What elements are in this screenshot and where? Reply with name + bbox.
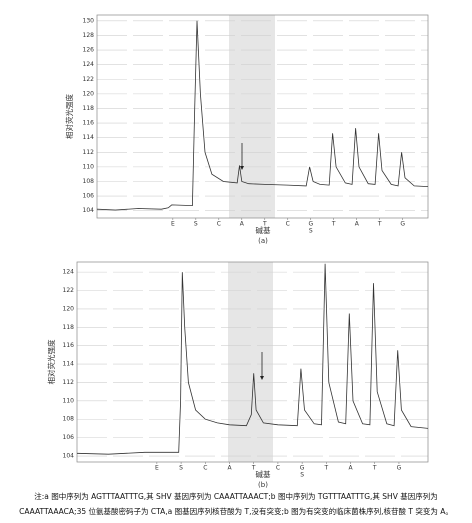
x-tick-label: G: [400, 221, 405, 228]
x-tick-label: T: [251, 465, 256, 472]
y-tick-label: 114: [63, 361, 75, 368]
y-tick-label: 112: [63, 379, 75, 386]
x-tick-label: C: [217, 221, 221, 228]
x-tick-label: E: [171, 221, 175, 228]
subcaption: (b): [258, 481, 268, 489]
x-tick-label: T: [377, 221, 382, 228]
y-tick-label: 120: [83, 90, 95, 97]
y-axis-label: 相对荧光强度: [64, 94, 74, 139]
x-tick-label: A: [240, 221, 245, 228]
x-tick-label: E: [155, 465, 159, 472]
x-tick-label: C: [286, 221, 290, 228]
y-tick-label: 116: [63, 342, 75, 349]
y-tick-label: 122: [63, 287, 75, 294]
y-tick-label: 124: [83, 61, 95, 68]
y-tick-label: 106: [83, 193, 95, 200]
x-axis-label: 碱基: [256, 225, 271, 235]
x-tick-label: G: [397, 465, 402, 472]
y-tick-label: 126: [83, 47, 95, 54]
y-tick-label: 116: [83, 120, 95, 127]
x-tick-label: T: [372, 465, 377, 472]
highlight-region: [229, 15, 275, 218]
y-tick-label: 108: [63, 416, 75, 423]
y-tick-label: 114: [83, 134, 95, 141]
x-tick-label: C: [276, 465, 280, 472]
y-tick-label: 112: [83, 149, 95, 156]
arrow-head: [260, 376, 264, 380]
caption-line: CAAATTAAACA;35 位氨基酸密码子为 CTA,a 图基因序列核苷酸为 …: [19, 506, 453, 516]
y-tick-label: 122: [83, 76, 95, 83]
caption-line: 注:a 图中序列为 AGTTTAATTTG,其 SHV 基因序列为 CAAATT…: [34, 491, 437, 501]
annotation: S: [309, 228, 313, 235]
y-tick-label: 106: [63, 434, 75, 441]
y-tick-label: 128: [83, 32, 95, 39]
y-tick-label: 110: [83, 163, 95, 170]
plot-frame: [96, 14, 429, 219]
x-tick-label: S: [194, 221, 198, 228]
x-tick-label: A: [355, 221, 360, 228]
x-tick-label: G: [300, 465, 305, 472]
x-tick-label: T: [323, 465, 328, 472]
subcaption: (a): [258, 237, 268, 245]
annotation: S: [300, 472, 304, 479]
y-tick-label: 120: [63, 305, 75, 312]
y-tick-label: 130: [83, 17, 95, 24]
arrow-head: [240, 166, 244, 170]
y-tick-label: 104: [83, 207, 95, 214]
y-tick-label: 118: [83, 105, 95, 112]
x-axis-label: 碱基: [256, 469, 271, 479]
x-tick-label: A: [348, 465, 353, 472]
x-tick-label: S: [179, 465, 183, 472]
x-tick-label: T: [331, 221, 336, 228]
signal-line: [96, 20, 429, 211]
y-tick-label: 124: [63, 269, 75, 276]
y-tick-label: 108: [83, 178, 95, 185]
x-tick-label: T: [262, 221, 267, 228]
plot-frame: [76, 261, 429, 463]
y-tick-label: 110: [63, 397, 75, 404]
x-tick-label: C: [203, 465, 207, 472]
x-tick-label: G: [308, 221, 313, 228]
y-axis-label: 相对荧光强度: [46, 339, 56, 384]
signal-line: [76, 263, 429, 455]
y-tick-label: 118: [63, 324, 75, 331]
x-tick-label: A: [227, 465, 232, 472]
y-tick-label: 104: [63, 453, 75, 460]
highlight-region: [228, 262, 273, 462]
